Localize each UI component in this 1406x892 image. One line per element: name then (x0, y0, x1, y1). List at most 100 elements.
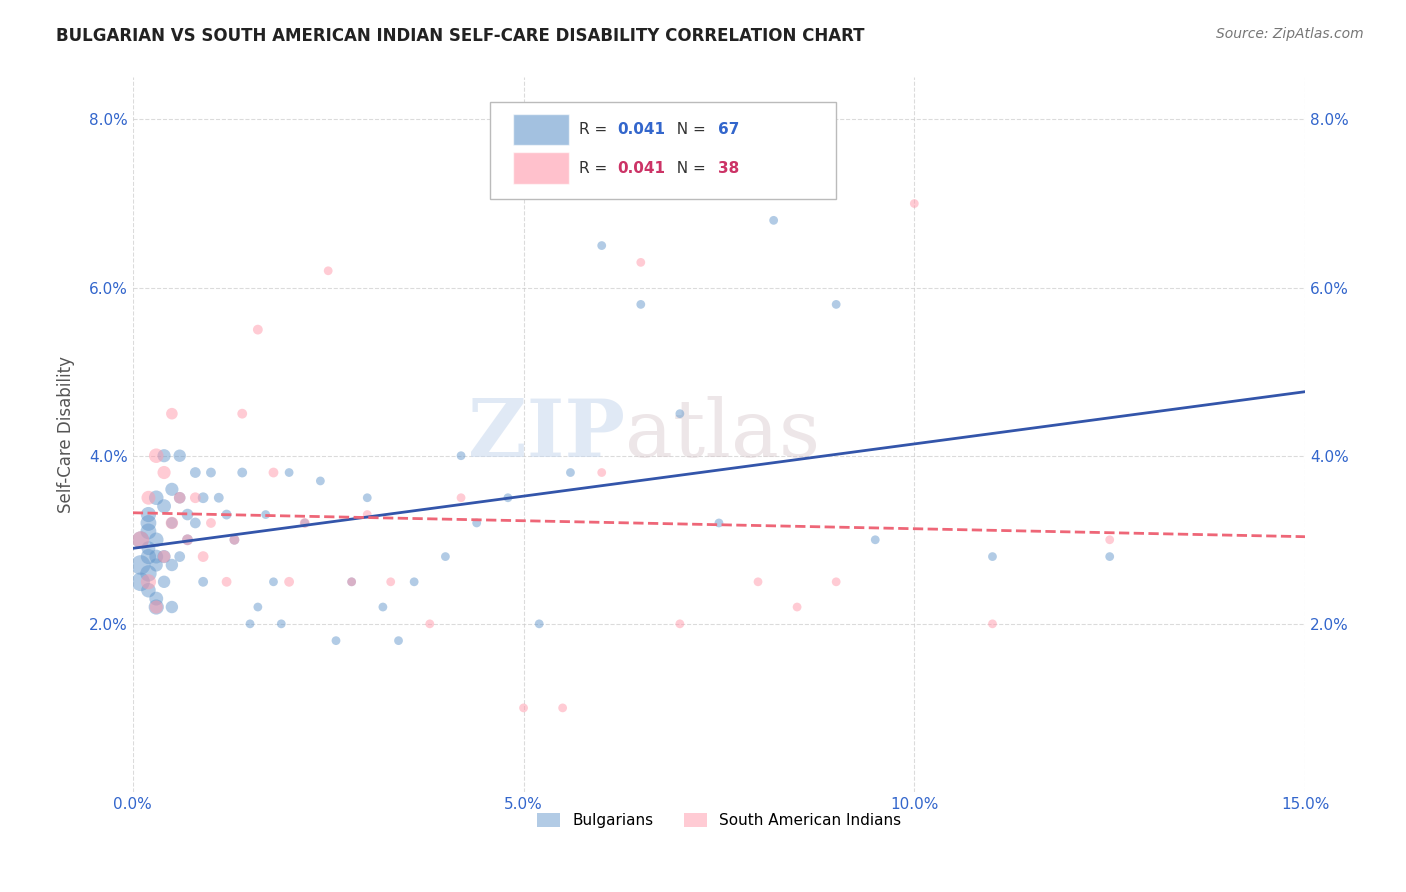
Point (387, 633, 409, 648)
FancyBboxPatch shape (491, 103, 837, 199)
Point (191, 549, 214, 564)
Point (340, 574, 363, 589)
Point (160, 483, 183, 497)
Text: 67: 67 (718, 122, 740, 137)
Point (825, 297, 848, 311)
Text: 0.041: 0.041 (617, 161, 665, 176)
Point (138, 549, 160, 564)
Point (200, 516, 222, 530)
Point (176, 533, 198, 547)
Point (278, 466, 301, 480)
Point (371, 600, 394, 615)
Legend: Bulgarians, South American Indians: Bulgarians, South American Indians (531, 807, 907, 834)
Text: atlas: atlas (626, 396, 820, 474)
Point (263, 574, 285, 589)
Text: N =: N = (668, 122, 711, 137)
Point (153, 574, 176, 589)
Point (630, 297, 652, 311)
Point (176, 533, 198, 547)
Point (153, 499, 176, 513)
Point (669, 407, 692, 421)
Point (231, 407, 253, 421)
Text: Source: ZipAtlas.com: Source: ZipAtlas.com (1216, 27, 1364, 41)
Point (263, 466, 285, 480)
Point (129, 533, 152, 547)
Text: N =: N = (668, 161, 711, 176)
FancyBboxPatch shape (513, 114, 569, 145)
Point (309, 474, 332, 488)
Point (138, 541, 160, 556)
Text: 38: 38 (718, 161, 740, 176)
Point (169, 491, 191, 505)
Point (184, 516, 207, 530)
Point (138, 566, 160, 581)
Point (981, 549, 1004, 564)
Point (153, 549, 176, 564)
Point (145, 449, 167, 463)
Point (200, 466, 222, 480)
Point (450, 449, 472, 463)
Point (356, 508, 378, 522)
Point (325, 633, 347, 648)
Point (145, 491, 167, 505)
Point (254, 508, 277, 522)
Point (129, 574, 152, 589)
Point (145, 533, 167, 547)
Point (145, 558, 167, 572)
Point (316, 264, 339, 278)
Point (169, 491, 191, 505)
Point (1098, 533, 1121, 547)
Point (527, 616, 550, 631)
Point (169, 549, 191, 564)
Point (215, 574, 238, 589)
Point (551, 701, 574, 715)
Point (630, 255, 652, 269)
FancyBboxPatch shape (513, 153, 569, 184)
Point (184, 466, 207, 480)
Point (380, 574, 402, 589)
Text: BULGARIAN VS SOUTH AMERICAN INDIAN SELF-CARE DISABILITY CORRELATION CHART: BULGARIAN VS SOUTH AMERICAN INDIAN SELF-… (56, 27, 865, 45)
Point (138, 491, 160, 505)
Text: R =: R = (579, 122, 613, 137)
Point (560, 466, 582, 480)
Text: 0.041: 0.041 (617, 122, 665, 137)
Point (340, 574, 363, 589)
Text: ZIP: ZIP (468, 396, 626, 474)
Point (224, 533, 246, 547)
Point (169, 449, 191, 463)
Point (591, 466, 613, 480)
Point (434, 549, 457, 564)
Point (224, 533, 246, 547)
Point (153, 549, 176, 564)
Point (208, 491, 231, 505)
Point (138, 508, 160, 522)
Point (865, 533, 887, 547)
Point (153, 449, 176, 463)
Point (294, 516, 316, 530)
Point (1098, 549, 1121, 564)
Point (270, 616, 292, 631)
Point (591, 238, 613, 252)
Point (512, 701, 534, 715)
Point (184, 491, 207, 505)
Point (239, 616, 262, 631)
Point (356, 491, 378, 505)
Point (160, 600, 183, 615)
Point (160, 407, 183, 421)
Point (707, 516, 730, 530)
Point (231, 466, 253, 480)
Point (176, 508, 198, 522)
Point (138, 583, 160, 598)
Y-axis label: Self-Care Disability: Self-Care Disability (58, 356, 75, 513)
Point (129, 558, 152, 572)
Point (145, 549, 167, 564)
Point (246, 323, 269, 337)
Point (786, 600, 808, 615)
Point (160, 558, 183, 572)
Point (145, 600, 167, 615)
Point (129, 533, 152, 547)
Point (138, 574, 160, 589)
Point (191, 574, 214, 589)
Point (825, 574, 848, 589)
Point (246, 600, 269, 615)
